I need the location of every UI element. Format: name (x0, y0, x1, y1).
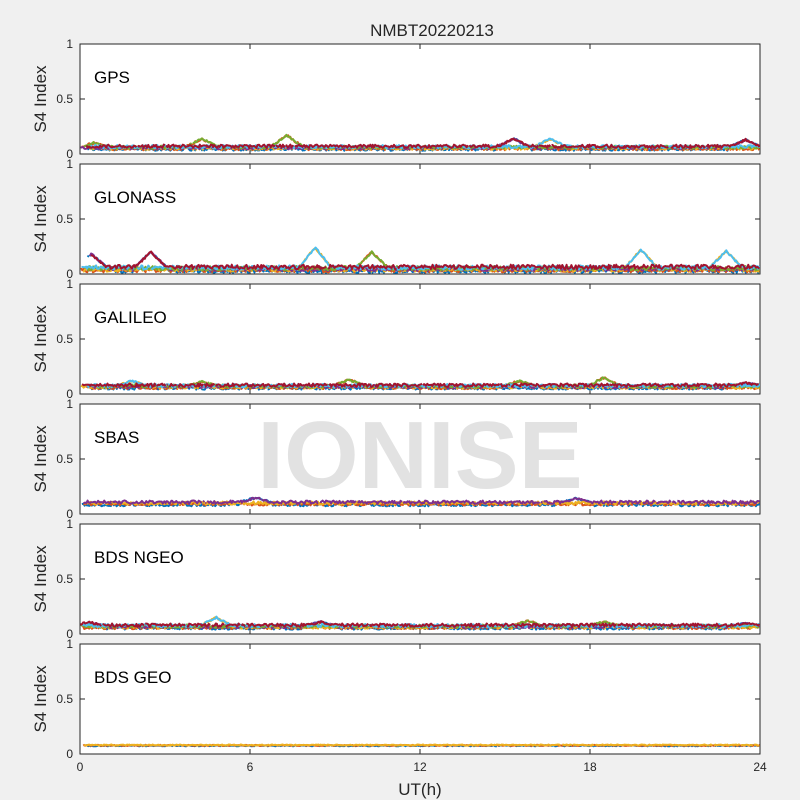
panel-label: GALILEO (94, 308, 167, 327)
series-7-trace (85, 137, 760, 149)
panel-label: BDS NGEO (94, 548, 184, 567)
series-group (80, 615, 760, 631)
y-tick-label: 1 (66, 397, 73, 411)
y-tick-label: 1 (66, 37, 73, 51)
y-axis-label: S4 Index (31, 545, 50, 613)
series-4-trace (82, 496, 760, 505)
panel-bds-ngeo: 0 0.5 1 S4 Index BDS NGEO (31, 517, 761, 641)
series-7-trace (81, 381, 759, 388)
axes-box (79, 283, 761, 395)
y-tick-label: 0.5 (56, 572, 73, 586)
x-axis-label: UT(h) (398, 780, 441, 799)
y-tick-label: 1 (66, 157, 73, 171)
y-tick-label: 0.5 (56, 92, 73, 106)
series-group (80, 133, 760, 152)
x-tick-label: 12 (413, 760, 427, 774)
y-axis-label: S4 Index (31, 65, 50, 133)
y-tick-label: 0.5 (56, 452, 73, 466)
axes-box (79, 523, 761, 635)
series-group (82, 743, 760, 748)
y-tick-label: 1 (66, 517, 73, 531)
y-tick-label: 0 (66, 507, 73, 521)
panel-glonass: 0 0.5 1 S4 Index GLONASS (31, 157, 761, 281)
axes-box (79, 643, 761, 755)
series-group (80, 376, 760, 391)
panel-sbas: 0 0.5 1 S4 Index SBAS (31, 397, 761, 521)
panel-label: GLONASS (94, 188, 176, 207)
y-axis-label: S4 Index (31, 425, 50, 493)
series-3-trace (83, 743, 760, 747)
panel-gps: 0 0.5 1 S4 Index GPS (31, 37, 761, 161)
y-tick-label: 1 (66, 637, 73, 651)
y-axis-label: S4 Index (31, 665, 50, 733)
y-axis-label: S4 Index (31, 185, 50, 253)
y-tick-label: 0 (66, 387, 73, 401)
series-7-trace (90, 250, 760, 271)
y-axis-label: S4 Index (31, 305, 50, 373)
y-tick-label: 1 (66, 277, 73, 291)
panel-label: GPS (94, 68, 130, 87)
y-tick-label: 0.5 (56, 212, 73, 226)
y-tick-label: 0.5 (56, 332, 73, 346)
panel-galileo: 0 0.5 1 S4 Index GALILEO (31, 277, 761, 401)
x-tick-label: 24 (753, 760, 767, 774)
panel-bds-geo: 0 0.5 1 0 6 12 18 24 S4 Index BDS GEO (31, 637, 767, 774)
y-tick-label: 0 (66, 747, 73, 761)
x-tick-label: 0 (77, 760, 84, 774)
series-7-trace (80, 620, 760, 628)
watermark: IONISE (257, 402, 582, 509)
y-tick-label: 0 (66, 267, 73, 281)
panels: 0 0.5 1 S4 Index GPS 0 0.5 1 S4 Index GLONASS 0 0.5… (31, 37, 767, 774)
y-tick-label: 0 (66, 627, 73, 641)
series-group (80, 246, 760, 274)
x-tick-label: 6 (247, 760, 254, 774)
axes-box (79, 163, 761, 275)
y-tick-label: 0.5 (56, 692, 73, 706)
series-group (81, 496, 760, 508)
figure-title: NMBT20220213 (370, 21, 494, 40)
panel-label: BDS GEO (94, 668, 171, 687)
x-tick-label: 18 (583, 760, 597, 774)
y-tick-label: 0 (66, 147, 73, 161)
axes-box (79, 43, 761, 155)
panel-label: SBAS (94, 428, 139, 447)
